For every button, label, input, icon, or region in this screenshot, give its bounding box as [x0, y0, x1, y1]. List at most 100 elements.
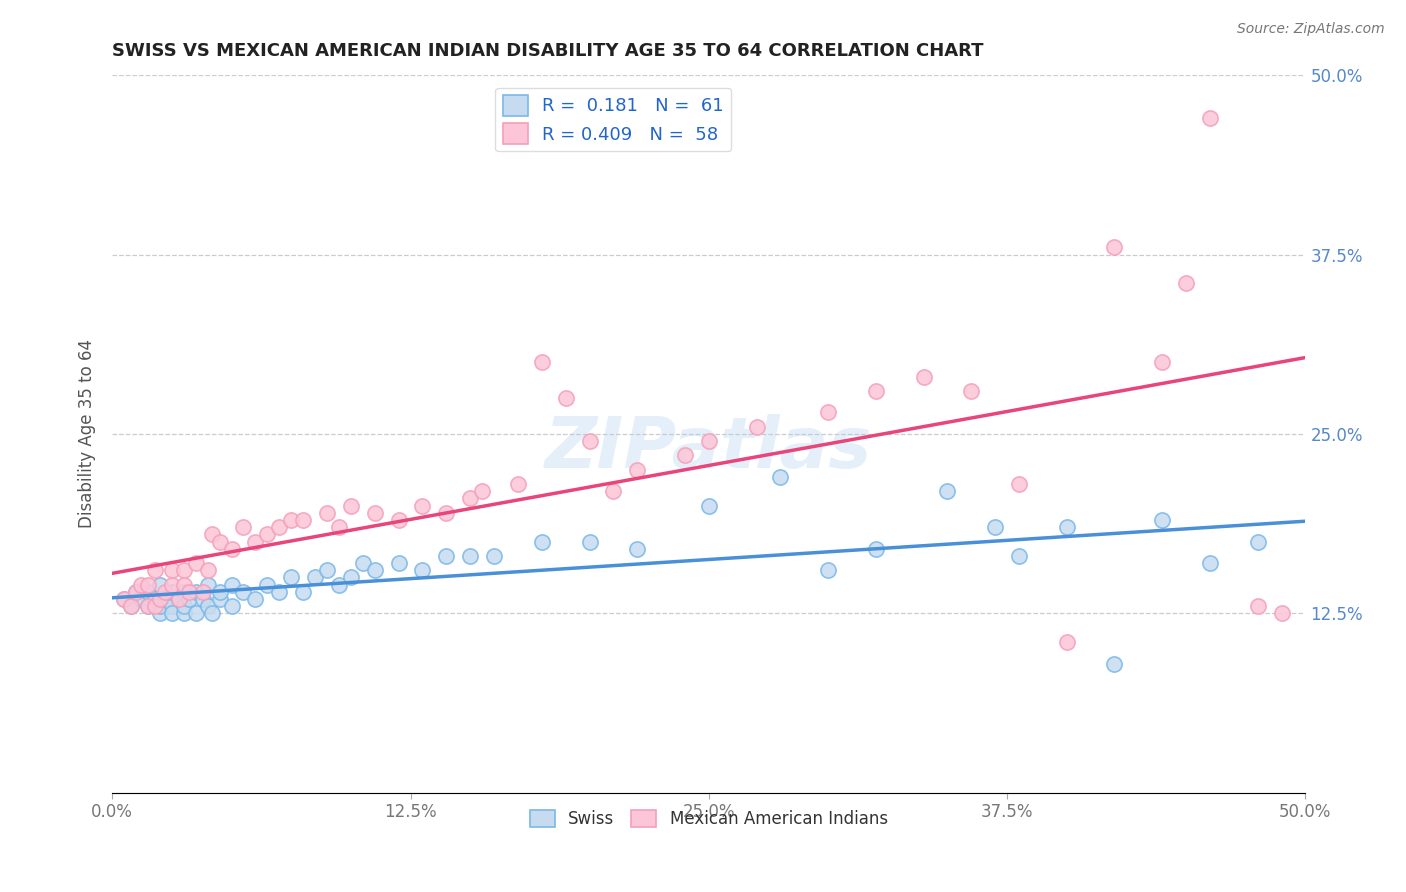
- Point: [697, 434, 720, 449]
- Point: [173, 563, 195, 577]
- Point: [316, 563, 339, 577]
- Point: [1008, 477, 1031, 491]
- Point: [245, 534, 267, 549]
- Point: [143, 599, 166, 614]
- Point: [1247, 599, 1270, 614]
- Point: [458, 491, 481, 506]
- Point: [167, 591, 190, 606]
- Point: [153, 584, 176, 599]
- Point: [530, 355, 553, 369]
- Point: [817, 563, 839, 577]
- Point: [328, 577, 350, 591]
- Point: [136, 584, 159, 599]
- Point: [578, 534, 600, 549]
- Point: [673, 449, 696, 463]
- Point: [201, 527, 224, 541]
- Point: [482, 549, 505, 563]
- Point: [1199, 556, 1222, 570]
- Point: [149, 591, 172, 606]
- Point: [280, 570, 302, 584]
- Point: [120, 599, 142, 614]
- Point: [1247, 534, 1270, 549]
- Point: [149, 577, 172, 591]
- Point: [153, 591, 176, 606]
- Point: [1056, 635, 1078, 649]
- Point: [292, 513, 315, 527]
- Point: [173, 599, 195, 614]
- Point: [411, 563, 433, 577]
- Point: [125, 584, 148, 599]
- Point: [160, 584, 183, 599]
- Point: [112, 591, 135, 606]
- Point: [269, 584, 291, 599]
- Point: [136, 599, 159, 614]
- Point: [184, 584, 207, 599]
- Point: [149, 599, 172, 614]
- Point: [626, 463, 648, 477]
- Point: [208, 591, 231, 606]
- Point: [120, 599, 142, 614]
- Point: [221, 577, 243, 591]
- Point: [434, 506, 457, 520]
- Point: [173, 584, 195, 599]
- Point: [177, 591, 200, 606]
- Point: [626, 541, 648, 556]
- Point: [411, 499, 433, 513]
- Point: [352, 556, 374, 570]
- Point: [387, 556, 409, 570]
- Point: [316, 506, 339, 520]
- Point: [936, 484, 959, 499]
- Point: [256, 577, 278, 591]
- Point: [201, 607, 224, 621]
- Point: [340, 499, 363, 513]
- Point: [160, 607, 183, 621]
- Point: [112, 591, 135, 606]
- Text: Source: ZipAtlas.com: Source: ZipAtlas.com: [1237, 22, 1385, 37]
- Point: [245, 591, 267, 606]
- Point: [129, 577, 152, 591]
- Point: [1008, 549, 1031, 563]
- Point: [221, 599, 243, 614]
- Point: [471, 484, 494, 499]
- Point: [865, 541, 887, 556]
- Point: [197, 563, 219, 577]
- Point: [960, 384, 983, 398]
- Point: [129, 591, 152, 606]
- Point: [554, 391, 576, 405]
- Point: [865, 384, 887, 398]
- Point: [506, 477, 529, 491]
- Point: [578, 434, 600, 449]
- Point: [160, 599, 183, 614]
- Point: [143, 591, 166, 606]
- Point: [125, 584, 148, 599]
- Point: [1152, 355, 1174, 369]
- Point: [143, 563, 166, 577]
- Text: ZIPatlas: ZIPatlas: [546, 414, 873, 483]
- Y-axis label: Disability Age 35 to 64: Disability Age 35 to 64: [79, 340, 96, 528]
- Point: [364, 563, 387, 577]
- Point: [1104, 240, 1126, 254]
- Point: [458, 549, 481, 563]
- Point: [191, 591, 214, 606]
- Point: [745, 419, 768, 434]
- Point: [197, 577, 219, 591]
- Point: [149, 607, 172, 621]
- Point: [167, 591, 190, 606]
- Point: [328, 520, 350, 534]
- Point: [221, 541, 243, 556]
- Point: [1104, 657, 1126, 671]
- Point: [292, 584, 315, 599]
- Point: [530, 534, 553, 549]
- Point: [984, 520, 1007, 534]
- Point: [232, 584, 254, 599]
- Point: [697, 499, 720, 513]
- Point: [912, 369, 935, 384]
- Point: [1199, 112, 1222, 126]
- Point: [173, 577, 195, 591]
- Point: [184, 556, 207, 570]
- Point: [160, 577, 183, 591]
- Point: [173, 607, 195, 621]
- Point: [364, 506, 387, 520]
- Point: [208, 534, 231, 549]
- Point: [136, 577, 159, 591]
